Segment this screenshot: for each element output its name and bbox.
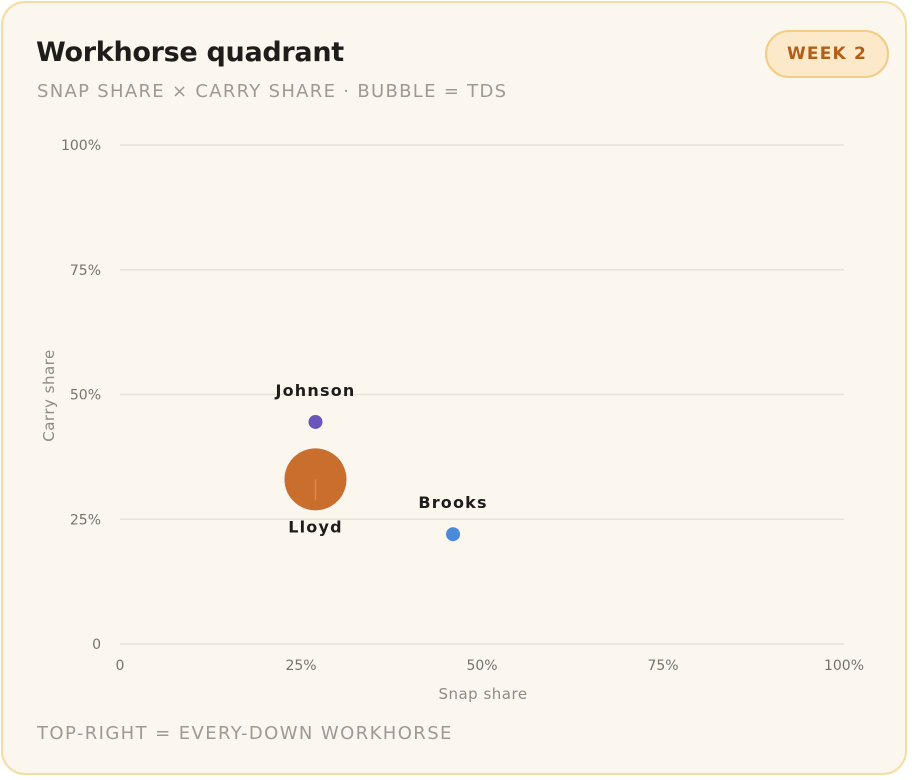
point-label-brooks: Brooks [418, 493, 487, 512]
x-tick-label-25: 25% [285, 658, 316, 674]
week-badge[interactable]: WEEK 2 [765, 30, 889, 78]
chart-subtitle: SNAP SHARE × CARRY SHARE · BUBBLE = TDS [37, 81, 508, 102]
point-label-johnson: Johnson [274, 381, 355, 400]
y-tick-label-100: 100% [61, 138, 101, 154]
y-axis-title: Carry share [40, 349, 58, 441]
x-tick-label-50: 50% [466, 658, 497, 674]
x-tick-label-0: 0 [116, 658, 125, 674]
y-tick-label-0: 0 [92, 637, 101, 653]
point-johnson [308, 414, 323, 429]
x-tick-label-75: 75% [647, 658, 678, 674]
point-brooks [446, 527, 461, 542]
chart-title: Workhorse quadrant [36, 37, 344, 68]
y-tick-label-25: 25% [70, 512, 101, 528]
x-axis-title: Snap share [438, 685, 527, 703]
y-tick-label-75: 75% [70, 263, 101, 279]
x-tick-label-100: 100% [824, 658, 864, 674]
y-tick-label-50: 50% [70, 388, 101, 404]
point-label-lloyd: Lloyd [288, 517, 343, 536]
footer-note: TOP-RIGHT = EVERY-DOWN WORKHORSE [37, 723, 453, 744]
